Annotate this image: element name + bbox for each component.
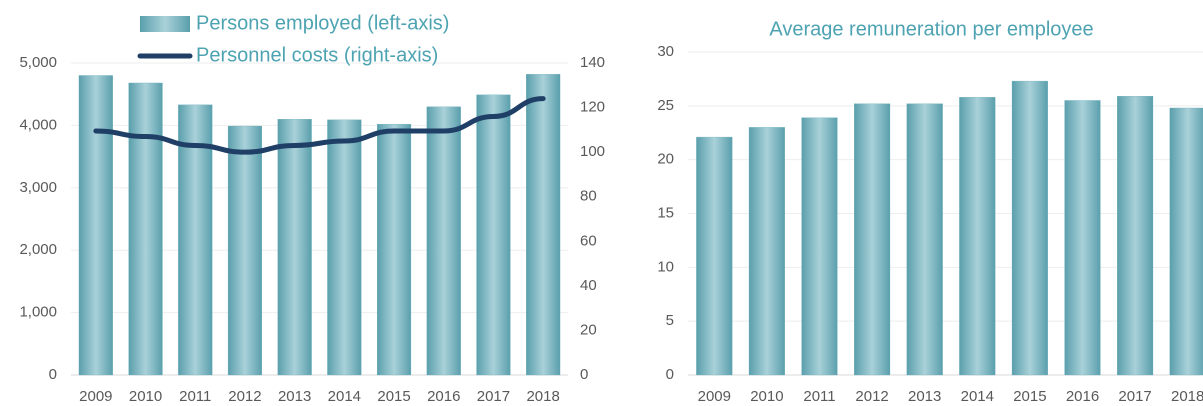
y2-tick-label: 100	[580, 143, 605, 160]
x-tick-label: 2014	[328, 388, 361, 405]
y-tick-label: 2,000	[19, 241, 57, 258]
y-tick-label: 15	[657, 204, 674, 221]
bar	[906, 103, 943, 376]
bar	[748, 127, 785, 376]
y2-tick-label: 140	[580, 54, 605, 71]
bar	[696, 136, 733, 376]
y-tick-label: 4,000	[19, 116, 57, 133]
x-tick-label: 2011	[803, 388, 835, 405]
bar	[78, 75, 113, 376]
x-tick-label: 2014	[961, 388, 994, 405]
bar	[227, 125, 262, 376]
y2-tick-label: 40	[580, 277, 597, 294]
y-tick-label: 30	[657, 43, 674, 60]
line-series	[93, 96, 546, 155]
bar	[1117, 95, 1154, 376]
x-tick-label: 2013	[908, 388, 941, 405]
bar	[128, 82, 163, 376]
x-tick-label: 2016	[1066, 388, 1099, 405]
bar	[277, 119, 312, 376]
bar	[476, 94, 511, 376]
y-tick-label: 10	[657, 258, 674, 275]
x-tick-label: 2017	[477, 388, 510, 405]
bar	[854, 103, 891, 376]
x-tick-label: 2015	[1013, 388, 1046, 405]
x-tick-label: 2010	[129, 388, 162, 405]
x-tick-label: 2013	[278, 388, 311, 405]
x-tick-label: 2016	[427, 388, 460, 405]
x-tick-label: 2011	[179, 388, 211, 405]
x-tick-label: 2009	[79, 388, 112, 405]
bar	[1011, 80, 1048, 376]
y2-tick-label: 120	[580, 99, 605, 116]
y-tick-label: 5	[666, 312, 674, 329]
x-tick-label: 2012	[228, 388, 261, 405]
y-tick-label: 1,000	[19, 304, 57, 321]
legend-label: Persons employed (left-axis)	[196, 12, 449, 34]
y-tick-label: 25	[657, 97, 674, 114]
y-tick-label: 0	[666, 366, 674, 383]
bar	[801, 117, 838, 376]
x-tick-label: 2017	[1118, 388, 1151, 405]
chart-title: Average remuneration per employee	[769, 18, 1093, 40]
legend-label: Personnel costs (right-axis)	[196, 44, 438, 66]
y2-tick-label: 20	[580, 321, 597, 338]
x-tick-label: 2015	[377, 388, 410, 405]
legend-swatch	[140, 16, 190, 32]
bar	[426, 106, 461, 376]
bar	[327, 119, 362, 376]
x-tick-label: 2009	[698, 388, 731, 405]
y2-tick-label: 0	[580, 366, 588, 383]
y2-tick-label: 80	[580, 188, 597, 205]
bar	[178, 104, 213, 376]
x-tick-label: 2010	[750, 388, 783, 405]
bar	[959, 97, 996, 376]
y2-tick-label: 60	[580, 232, 597, 249]
bar	[1169, 107, 1203, 376]
y-tick-label: 5,000	[19, 54, 57, 71]
bar	[526, 74, 561, 376]
y-tick-label: 0	[49, 366, 57, 383]
x-tick-label: 2018	[1171, 388, 1203, 405]
x-tick-label: 2018	[526, 388, 559, 405]
y-tick-label: 20	[657, 151, 674, 168]
x-tick-label: 2012	[855, 388, 888, 405]
bar	[377, 124, 412, 376]
bar	[1064, 100, 1101, 376]
y-tick-label: 3,000	[19, 179, 57, 196]
